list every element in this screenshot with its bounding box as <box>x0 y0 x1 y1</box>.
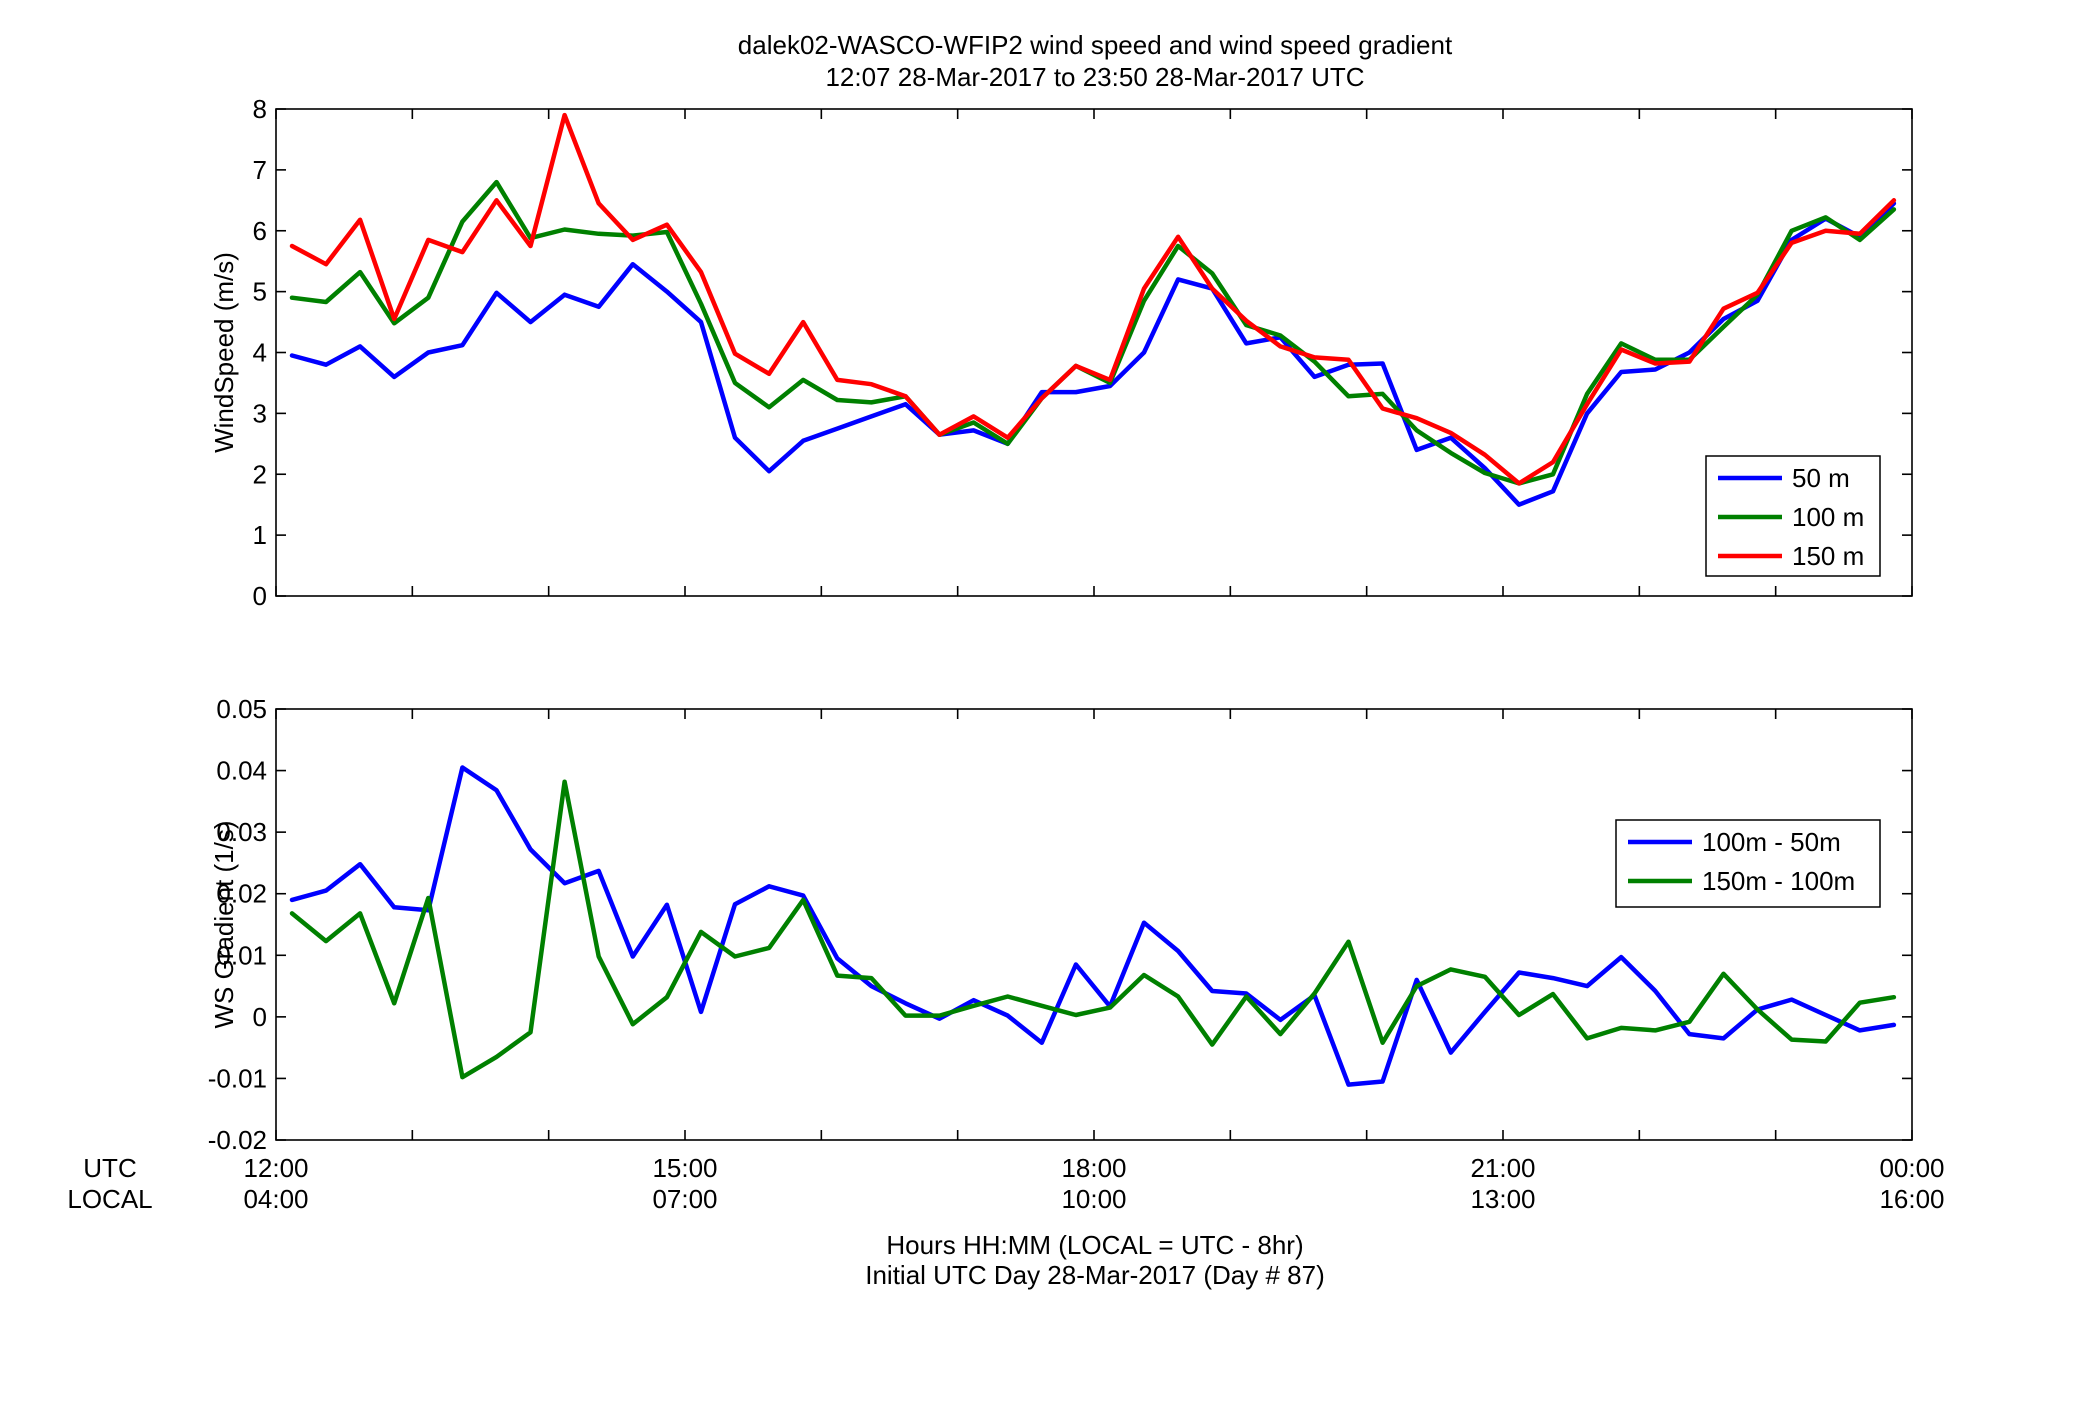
legend-box <box>1615 819 1881 908</box>
y-tick-label: 0 <box>253 1002 267 1032</box>
x-tick-label-local: 04:00 <box>243 1184 308 1214</box>
wind-speed-panel: 0 1 2 3 4 5 6 7 8 WindSpeed (m/s) 50 m 100 m 150 m <box>209 94 1913 611</box>
y-tick-label: 4 <box>253 338 267 368</box>
x-tick-label-local: 10:00 <box>1061 1184 1126 1214</box>
x-tick-label-utc: 00:00 <box>1879 1153 1944 1183</box>
x-tick-label-local: 13:00 <box>1470 1184 1535 1214</box>
y-tick-label: 0.01 <box>216 940 267 970</box>
x-axis-label-line1: Hours HH:MM (LOCAL = UTC - 8hr) <box>886 1230 1303 1260</box>
legend: 100m - 50m 150m - 100m <box>1615 819 1881 908</box>
y-tick-label: 0.04 <box>216 756 267 786</box>
y-tick-label: 2 <box>253 459 267 489</box>
legend-entry: 150 m <box>1792 541 1864 571</box>
local-row-label: LOCAL <box>67 1184 152 1214</box>
legend-entry: 150m - 100m <box>1702 866 1855 896</box>
y-tick-label: 0.02 <box>216 879 267 909</box>
y-tick-label: 0.03 <box>216 817 267 847</box>
figure-title-line1: dalek02-WASCO-WFIP2 wind speed and wind … <box>738 30 1453 60</box>
y-tick-label: 3 <box>253 398 267 428</box>
legend-entry: 100 m <box>1792 502 1864 532</box>
x-tick-label-local: 16:00 <box>1879 1184 1944 1214</box>
legend-entry: 100m - 50m <box>1702 827 1841 857</box>
y-tick-label: 0 <box>253 581 267 611</box>
y-tick-label: 1 <box>253 520 267 550</box>
y-tick-label: 0.05 <box>216 694 267 724</box>
x-tick-label-utc: 12:00 <box>243 1153 308 1183</box>
series-line-50-m <box>289 201 1897 507</box>
y-tick-label: 6 <box>253 216 267 246</box>
series-line-150m-100m <box>289 779 1897 1080</box>
legend: 50 m 100 m 150 m <box>1705 455 1881 577</box>
y-tick-label: -0.01 <box>208 1063 267 1093</box>
y-axis-label: WS Gradient (1/s) <box>209 820 239 1028</box>
series-line-100m-50m <box>289 765 1897 1087</box>
series-line-150-m <box>289 112 1897 486</box>
x-tick-label-utc: 21:00 <box>1470 1153 1535 1183</box>
y-tick-label: -0.02 <box>208 1125 267 1155</box>
x-tick-label-local: 07:00 <box>652 1184 717 1214</box>
y-tick-label: 5 <box>253 277 267 307</box>
x-axis-label-line2: Initial UTC Day 28-Mar-2017 (Day # 87) <box>865 1260 1325 1290</box>
y-axis-label: WindSpeed (m/s) <box>209 252 239 453</box>
y-tick-label: 8 <box>253 94 267 124</box>
x-tick-label-utc: 15:00 <box>652 1153 717 1183</box>
utc-row-label: UTC <box>83 1153 136 1183</box>
y-tick-label: 7 <box>253 155 267 185</box>
x-tick-label-utc: 18:00 <box>1061 1153 1126 1183</box>
wind-gradient-panel: -0.02 -0.01 0 0.01 0.02 0.03 0.04 0.05 WS Gradie… <box>208 694 1913 1155</box>
legend-entry: 50 m <box>1792 463 1850 493</box>
figure-title-line2: 12:07 28-Mar-2017 to 23:50 28-Mar-2017 U… <box>825 62 1364 92</box>
